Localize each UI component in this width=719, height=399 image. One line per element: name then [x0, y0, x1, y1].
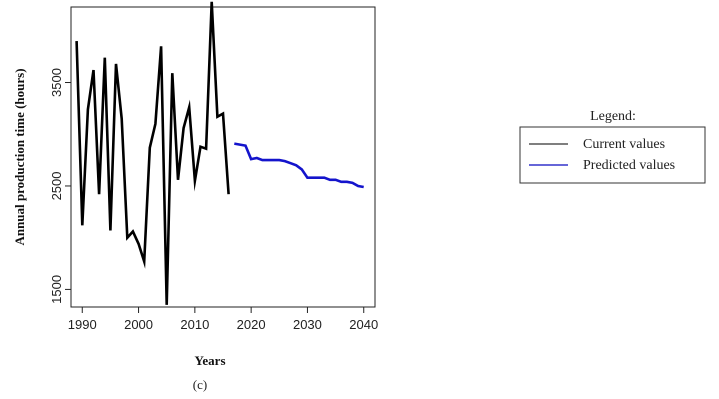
- legend-label-predicted: Predicted values: [583, 158, 675, 173]
- y-tick-label: 1500: [49, 275, 64, 304]
- series-line-predicted: [234, 142, 364, 189]
- legend: Legend: Current values Predicted values: [519, 109, 706, 184]
- x-tick-label: 2020: [237, 317, 266, 332]
- x-tick-label: 2000: [124, 317, 153, 332]
- x-tick-label: 2030: [293, 317, 322, 332]
- y-axis: 1500 2500 3500: [49, 68, 71, 304]
- figure-caption: (c): [193, 377, 207, 392]
- legend-box: [519, 126, 706, 184]
- x-axis: 1990 2000 2010 2020 2030 2040: [68, 307, 378, 332]
- plot-frame: [70, 6, 376, 308]
- x-tick-label: 1990: [68, 317, 97, 332]
- y-tick-label: 2500: [49, 172, 64, 201]
- legend-label-current: Current values: [583, 137, 665, 152]
- series-layer: [75, 1, 364, 305]
- y-axis-title: Annual production time (hours): [12, 68, 27, 245]
- x-tick-label: 2040: [349, 317, 378, 332]
- x-tick-label: 2010: [180, 317, 209, 332]
- y-tick-label: 3500: [49, 68, 64, 97]
- legend-title: Legend:: [590, 109, 636, 124]
- x-axis-title: Years: [194, 353, 225, 368]
- series-line-current: [75, 1, 230, 305]
